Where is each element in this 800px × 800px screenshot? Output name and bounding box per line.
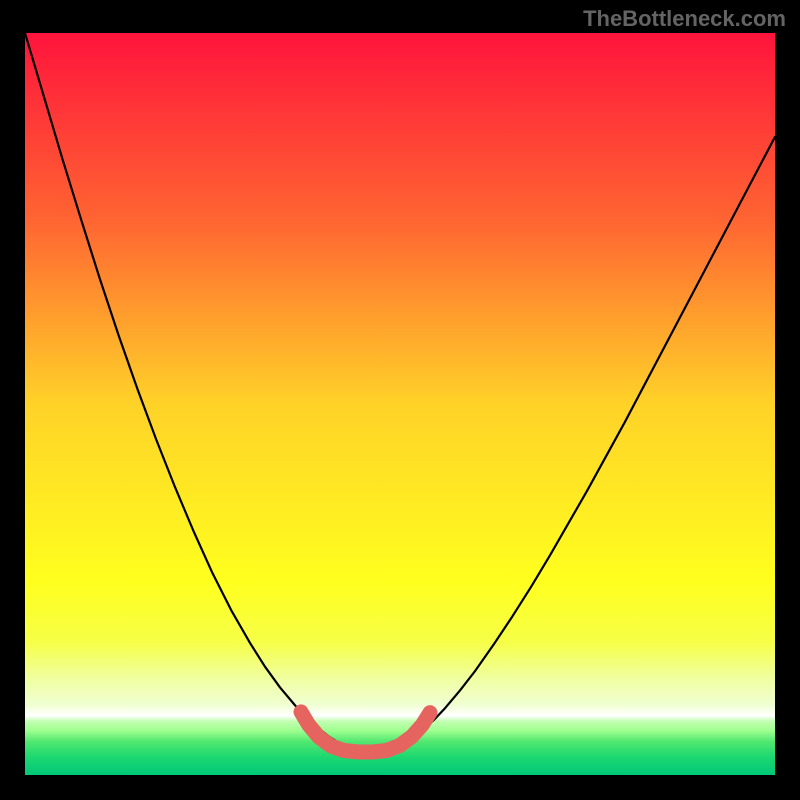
chart-background (25, 33, 775, 775)
plot-area (25, 33, 775, 775)
watermark-text: TheBottleneck.com (583, 6, 786, 32)
bottleneck-chart (25, 33, 775, 775)
